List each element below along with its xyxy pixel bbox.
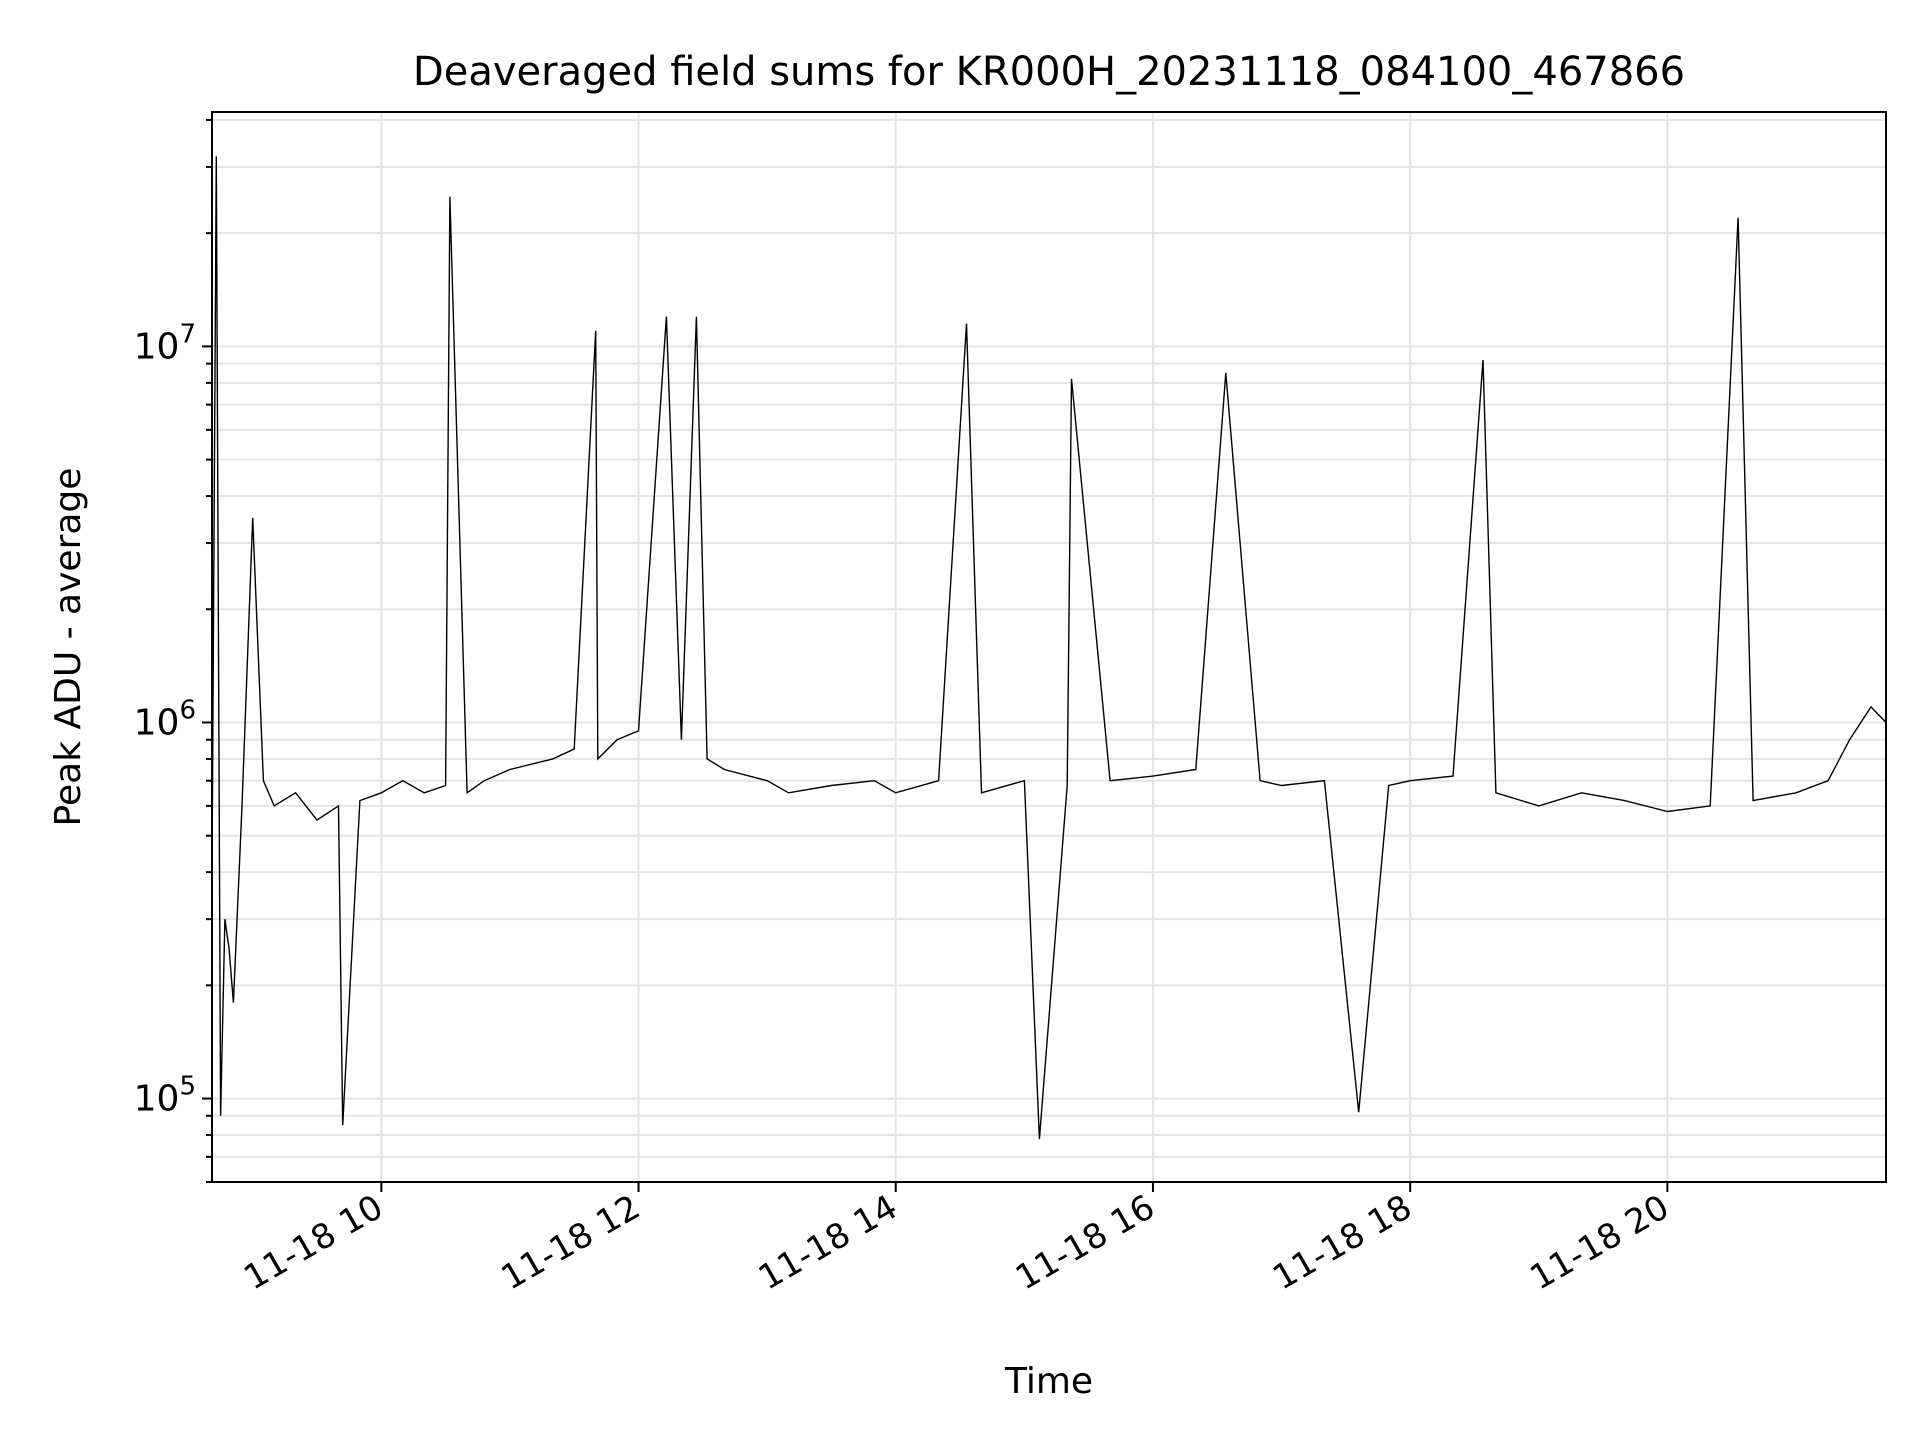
chart-title: Deaveraged field sums for KR000H_2023111… — [413, 49, 1685, 95]
series-layer — [212, 156, 1886, 1140]
y-axis-label: Peak ADU - average — [48, 468, 89, 827]
grid — [212, 112, 1886, 1183]
y-tick-label: 106 — [134, 695, 196, 743]
x-axis-label: Time — [1004, 1361, 1093, 1402]
y-tick-label: 107 — [134, 319, 196, 367]
plot-frame — [211, 111, 1887, 1183]
series-line — [212, 156, 1886, 1140]
y-tick-label: 105 — [134, 1072, 196, 1120]
